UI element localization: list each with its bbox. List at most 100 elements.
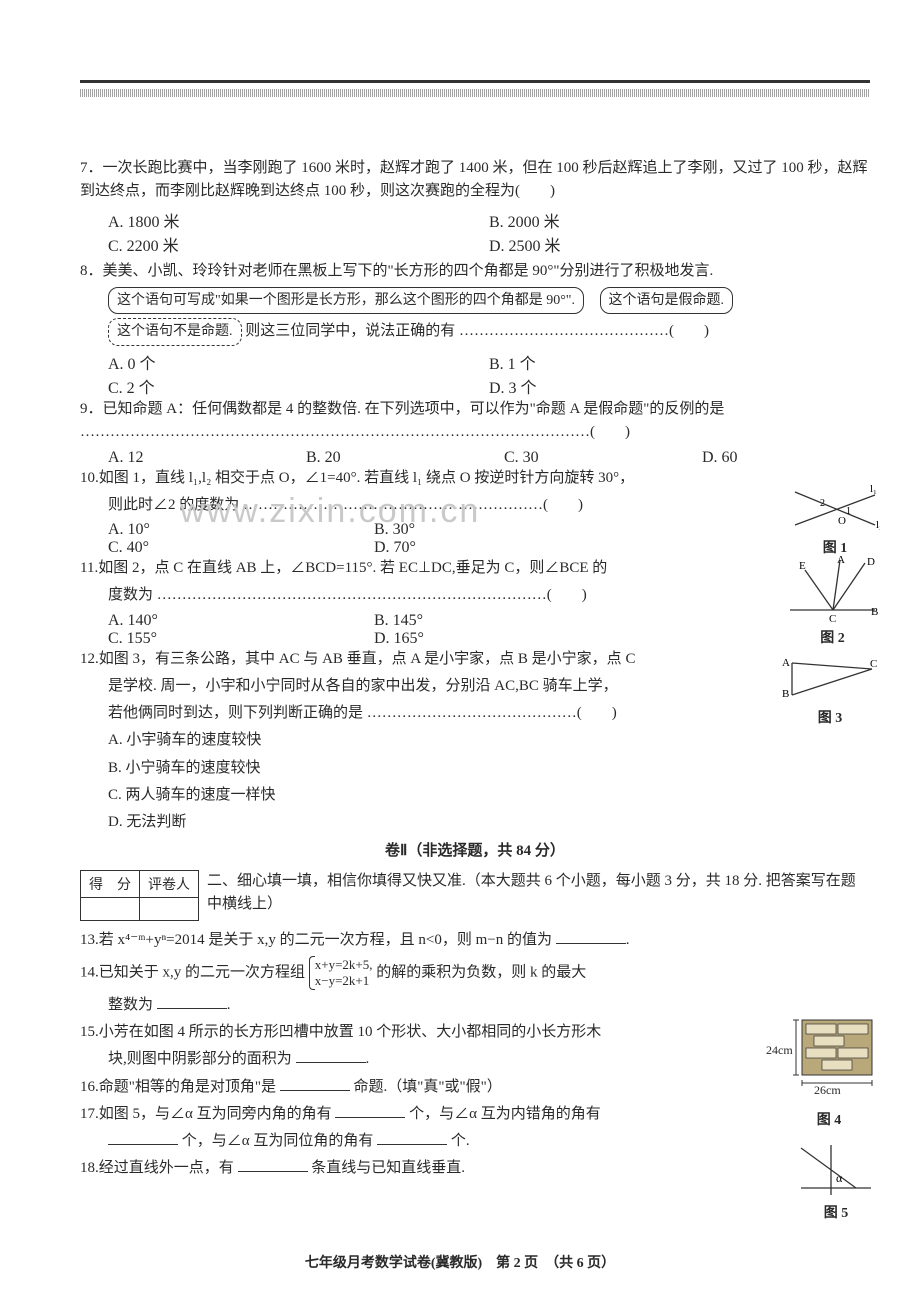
svg-text:l₂: l₂ bbox=[876, 519, 880, 531]
q9-opt-b: B. 20 bbox=[306, 449, 474, 467]
q17-p4: 个. bbox=[451, 1133, 470, 1149]
svg-text:A: A bbox=[837, 555, 845, 566]
q18: 18.经过直线外一点，有 条直线与已知直线垂直. bbox=[80, 1157, 870, 1180]
q8-opt-b: B. 1 个 bbox=[489, 350, 870, 374]
q10-line1: 10.如图 1，直线 l₁,l₂ 相交于点 O，∠1=40°. 若直线 l₁ 绕… bbox=[80, 467, 870, 490]
q7-opts-row2: C. 2200 米 D. 2500 米 bbox=[80, 232, 870, 256]
q8-opt-d: D. 3 个 bbox=[489, 374, 870, 398]
q12-opt-b: B. 小宁骑车的速度较快 bbox=[80, 757, 870, 780]
q11-opts-row1: A. 140° B. 145° bbox=[80, 612, 640, 630]
q10-opt-d: D. 70° bbox=[374, 539, 640, 557]
q11-line1: 11.如图 2，点 C 在直线 AB 上，∠BCD=115°. 若 EC⊥DC,… bbox=[80, 557, 870, 580]
q8-opts-row2: C. 2 个 D. 3 个 bbox=[80, 374, 870, 398]
fig2-label: 图 2 bbox=[785, 627, 880, 647]
q16-blank bbox=[280, 1076, 350, 1091]
fig4-dim-h: 24cm bbox=[766, 1043, 793, 1058]
q7-opts-row1: A. 1800 米 B. 2000 米 bbox=[80, 208, 870, 232]
q9-opt-a: A. 12 bbox=[108, 449, 276, 467]
svg-text:A: A bbox=[782, 657, 790, 669]
svg-text:2: 2 bbox=[820, 498, 825, 509]
q10-opt-c: C. 40° bbox=[108, 539, 374, 557]
q9-opts: A. 12 B. 20 C. 30 D. 60 bbox=[80, 449, 870, 467]
q10-opt-b: B. 30° bbox=[374, 521, 640, 539]
svg-text:B: B bbox=[782, 688, 789, 700]
rule-hatched bbox=[80, 89, 870, 97]
q9-opt-c: C. 30 bbox=[504, 449, 672, 467]
fig2-svg: A D E C B bbox=[785, 555, 880, 625]
q9-opt-d: D. 60 bbox=[702, 449, 870, 467]
q9-stem: 9．已知命题 A：任何偶数都是 4 的整数倍. 在下列选项中，可以作为"命题 A… bbox=[80, 398, 870, 445]
score-c1: 得 分 bbox=[81, 870, 140, 897]
bubble-xiaokai: 这个语句是假命题. bbox=[600, 287, 734, 315]
fig4-label: 图 4 bbox=[774, 1109, 884, 1129]
figure-5: α 图 5 bbox=[796, 1140, 876, 1222]
q14-cases: x+y=2k+5, x−y=2k+1 bbox=[309, 956, 373, 990]
svg-text:E: E bbox=[799, 560, 806, 572]
q17-blank3 bbox=[377, 1130, 447, 1145]
q12-line1: 12.如图 3，有三条公路，其中 AC 与 AB 垂直，点 A 是小宇家，点 B… bbox=[80, 648, 870, 671]
q8-bubbles-row1: 这个语句可写成"如果一个图形是长方形，那么这个图形的四个角都是 90°". 这个… bbox=[80, 287, 870, 315]
q13-blank bbox=[556, 929, 626, 944]
q18-p1: 18.经过直线外一点，有 bbox=[80, 1160, 234, 1176]
q7-opt-a: A. 1800 米 bbox=[108, 208, 489, 232]
section2-lead: 二、细心填一填，相信你填得又快又准.（本大题共 6 个小题，每小题 3 分，共 … bbox=[207, 870, 870, 917]
q12-line3: 若他俩同时到达，则下列判断正确的是 ……………………………………( ) bbox=[80, 702, 870, 725]
q14-line2-text: 整数为 bbox=[108, 997, 153, 1013]
q17-blank2 bbox=[108, 1130, 178, 1145]
q14-lead: 14.已知关于 x,y 的二元一次方程组 bbox=[80, 964, 305, 980]
q10-opts-row2: C. 40° D. 70° bbox=[80, 539, 640, 557]
q11-opts-row2: C. 155° D. 165° bbox=[80, 630, 640, 648]
q17-p1: 17.如图 5，与∠α 互为同旁内角的角有 bbox=[80, 1106, 332, 1122]
q11-opt-d: D. 165° bbox=[374, 630, 640, 648]
q8-lead: 8．美美、小凯、玲玲针对老师在黑板上写下的"长方形的四个角都是 90°"分别进行… bbox=[80, 260, 870, 283]
fig4-dim-w: 26cm bbox=[814, 1083, 841, 1098]
q7-opt-b: B. 2000 米 bbox=[489, 208, 870, 232]
q15-blank bbox=[296, 1048, 366, 1063]
figure-4: 24cm 26cm 图 4 bbox=[774, 1015, 884, 1129]
fig3-svg: A B C bbox=[780, 655, 880, 705]
q8-opts-row1: A. 0 个 B. 1 个 bbox=[80, 350, 870, 374]
q12-opt-a: A. 小宇骑车的速度较快 bbox=[80, 729, 870, 752]
q7-opt-c: C. 2200 米 bbox=[108, 232, 489, 256]
q11-opt-a: A. 140° bbox=[108, 612, 374, 630]
q15-line1: 15.小芳在如图 4 所示的长方形凹槽中放置 10 个形状、大小都相同的小长方形… bbox=[80, 1021, 870, 1044]
q15-line2: 块,则图中阴影部分的面积为 . bbox=[80, 1048, 870, 1071]
figure-3: A B C 图 3 bbox=[780, 655, 880, 727]
q12-opt-c: C. 两人骑车的速度一样快 bbox=[80, 784, 870, 807]
page-footer: 七年级月考数学试卷(冀教版) 第 2 页 （共 6 页） bbox=[0, 1252, 920, 1272]
q14-c2: x−y=2k+1 bbox=[315, 973, 370, 988]
q14-blank bbox=[157, 994, 227, 1009]
fig1-label: 图 1 bbox=[790, 537, 880, 557]
q17-p2: 个，与∠α 互为内错角的角有 bbox=[409, 1106, 601, 1122]
q13-text: 13.若 x⁴⁻ᵐ+yⁿ=2014 是关于 x,y 的二元一次方程，且 n<0，… bbox=[80, 932, 552, 948]
svg-text:1: 1 bbox=[846, 506, 851, 517]
bubble-meimei: 这个语句可写成"如果一个图形是长方形，那么这个图形的四个角都是 90°". bbox=[108, 287, 584, 315]
score-blank1 bbox=[81, 897, 140, 920]
page-content: 7．一次长跑比赛中，当李刚跑了 1600 米时，赵辉才跑了 1400 米，但在 … bbox=[80, 80, 870, 1185]
q10-opts-row1: A. 10° B. 30° bbox=[80, 521, 640, 539]
q14-cases-body: x+y=2k+5, x−y=2k+1 bbox=[315, 957, 373, 988]
figure-1: l₁ l₂ 1 2 O 图 1 bbox=[790, 480, 880, 557]
q8-bubbles-row2: 这个语句不是命题. 则这三位同学中，说法正确的有 ……………………………………(… bbox=[80, 318, 870, 346]
q18-p2: 条直线与已知直线垂直. bbox=[311, 1160, 465, 1176]
score-c2: 评卷人 bbox=[140, 870, 199, 897]
q16: 16.命题"相等的角是对顶角"是 命题.（填"真"或"假"） bbox=[80, 1076, 870, 1099]
section2-header: 得 分评卷人 二、细心填一填，相信你填得又快又准.（本大题共 6 个小题，每小题… bbox=[80, 870, 870, 921]
svg-text:B: B bbox=[871, 606, 878, 618]
q8-tail: 则这三位同学中，说法正确的有 ……………………………………( ) bbox=[245, 323, 709, 339]
svg-text:C: C bbox=[870, 658, 877, 670]
q8-opt-c: C. 2 个 bbox=[108, 374, 489, 398]
rule-top bbox=[80, 80, 870, 83]
q15-l2-text: 块,则图中阴影部分的面积为 bbox=[108, 1051, 292, 1067]
fig5-label: 图 5 bbox=[796, 1202, 876, 1222]
q14-c1: x+y=2k+5, bbox=[315, 957, 373, 972]
fig5-alpha: α bbox=[836, 1171, 843, 1185]
q14-line2: 整数为 . bbox=[80, 994, 870, 1017]
q17-line2: 个，与∠α 互为同位角的角有 个. bbox=[80, 1130, 870, 1153]
q14-line1: 14.已知关于 x,y 的二元一次方程组 x+y=2k+5, x−y=2k+1 … bbox=[80, 956, 870, 990]
svg-text:l₁: l₁ bbox=[870, 483, 877, 495]
q14-tail: 的解的乘积为负数，则 k 的最大 bbox=[376, 964, 586, 980]
q11-opt-b: B. 145° bbox=[374, 612, 640, 630]
figure-2: A D E C B 图 2 bbox=[785, 555, 880, 647]
fig1-svg: l₁ l₂ 1 2 O bbox=[790, 480, 880, 535]
